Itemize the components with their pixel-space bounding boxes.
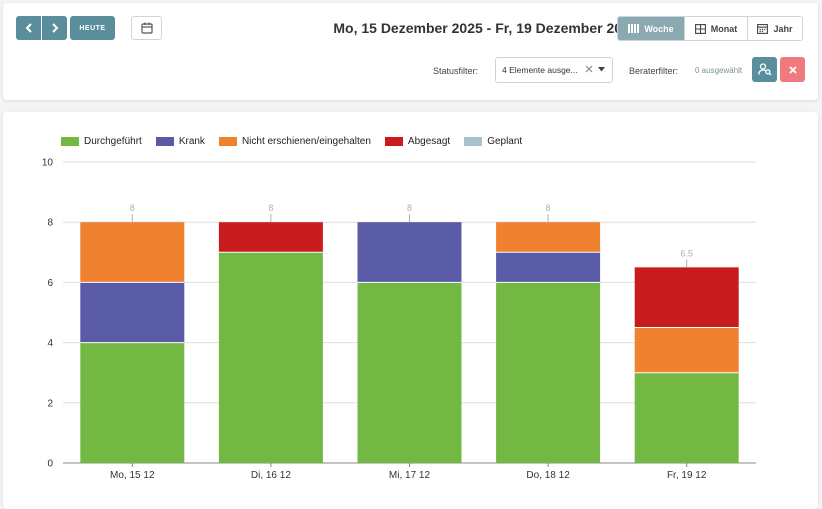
bar-segment[interactable] bbox=[496, 222, 601, 253]
today-button[interactable]: HEUTE bbox=[70, 16, 115, 40]
bar-segment[interactable] bbox=[634, 372, 739, 463]
bar-segment[interactable] bbox=[496, 252, 601, 283]
status-filter-select[interactable]: 4 Elemente ausge... bbox=[495, 57, 613, 83]
user-search-icon bbox=[757, 63, 771, 76]
date-range-text: Mo, 15 Dezember 2025 - Fr, 19 Dezember 2… bbox=[333, 20, 638, 36]
legend-item[interactable]: Durchgeführt bbox=[61, 136, 142, 147]
month-grid-icon bbox=[694, 23, 706, 34]
bar-segment[interactable] bbox=[357, 282, 462, 463]
legend-swatch bbox=[218, 136, 237, 146]
view-switcher: Woche Monat Jahr bbox=[617, 16, 803, 41]
legend-swatch bbox=[61, 136, 79, 146]
legend-label: Nicht erschienen/eingehalten bbox=[241, 135, 371, 147]
bar-segment[interactable] bbox=[218, 222, 323, 253]
advisor-filter-label: Beraterfilter: bbox=[629, 66, 679, 76]
bar-segment[interactable] bbox=[357, 222, 462, 283]
x-tick-label: Fr, 19 12 bbox=[667, 470, 707, 481]
y-tick-label: 8 bbox=[47, 218, 53, 229]
view-week-button[interactable]: Woche bbox=[618, 17, 684, 40]
bar-total-label: 8 bbox=[407, 203, 412, 213]
bar-total-label: 6.5 bbox=[680, 248, 693, 258]
chevron-left-icon bbox=[25, 23, 32, 33]
legend-label: Durchgeführt bbox=[84, 135, 142, 147]
x-tick-label: Mo, 15 12 bbox=[110, 470, 155, 481]
view-year-button[interactable]: Jahr bbox=[747, 17, 802, 40]
date-range-title: Mo, 15 Dezember 2025 - Fr, 19 Dezember 2… bbox=[3, 20, 818, 36]
bar-segment[interactable] bbox=[634, 327, 739, 373]
chevron-right-icon bbox=[51, 23, 58, 33]
next-period-button[interactable] bbox=[42, 16, 67, 40]
close-icon bbox=[788, 65, 797, 74]
year-calendar-icon bbox=[757, 24, 769, 34]
x-tick-label: Mi, 17 12 bbox=[389, 470, 431, 481]
advisor-search-button[interactable] bbox=[752, 57, 777, 82]
bar-segment[interactable] bbox=[218, 252, 323, 463]
clear-selection-icon[interactable] bbox=[584, 64, 594, 74]
view-year-label: Jahr bbox=[773, 23, 793, 34]
prev-period-button[interactable] bbox=[16, 16, 41, 40]
week-columns-icon bbox=[628, 24, 640, 33]
bar-total-label: 8 bbox=[130, 203, 135, 213]
chart-legend: Durchgeführt Krank Nicht erschienen/eingeh… bbox=[61, 134, 536, 148]
y-tick-label: 10 bbox=[42, 158, 54, 169]
toolbar-card: HEUTE Mo, 15 Dezember 2025 - Fr, 19 Deze… bbox=[3, 3, 818, 100]
legend-label: Geplant bbox=[487, 135, 523, 147]
chevron-down-icon bbox=[598, 67, 605, 72]
status-filter-value: 4 Elemente ausge... bbox=[502, 65, 578, 75]
view-month-button[interactable]: Monat bbox=[684, 17, 747, 40]
legend-swatch bbox=[384, 136, 403, 146]
x-tick-label: Do, 18 12 bbox=[526, 470, 570, 481]
x-tick-label: Di, 16 12 bbox=[251, 470, 291, 481]
legend-item[interactable]: Abgesagt bbox=[384, 135, 451, 147]
y-tick-label: 2 bbox=[47, 398, 53, 409]
legend-item[interactable]: Krank bbox=[155, 135, 205, 147]
view-month-label: Monat bbox=[710, 23, 738, 34]
advisor-filter-value[interactable]: 0 ausgewählt bbox=[695, 66, 743, 75]
calendar-icon bbox=[140, 22, 153, 34]
legend-item[interactable]: Nicht erschienen/eingehalten bbox=[218, 135, 371, 147]
y-tick-label: 0 bbox=[47, 459, 53, 470]
calendar-picker-button[interactable] bbox=[131, 16, 162, 40]
legend-label: Abgesagt bbox=[407, 135, 451, 147]
bar-segment[interactable] bbox=[496, 282, 601, 463]
status-filter-label: Statusfilter: bbox=[433, 66, 479, 76]
legend-swatch bbox=[464, 136, 483, 146]
bar-segment[interactable] bbox=[634, 267, 739, 328]
bar-segment[interactable] bbox=[80, 282, 185, 343]
y-tick-label: 4 bbox=[47, 338, 53, 349]
advisor-clear-button[interactable] bbox=[780, 57, 805, 82]
legend-label: Krank bbox=[178, 135, 205, 147]
legend-item[interactable]: Geplant bbox=[464, 136, 522, 147]
bar-segment[interactable] bbox=[80, 222, 185, 283]
legend-swatch bbox=[155, 136, 174, 146]
bar-segment[interactable] bbox=[80, 342, 185, 463]
view-week-label: Woche bbox=[644, 23, 674, 34]
y-tick-label: 6 bbox=[47, 278, 53, 289]
bar-total-label: 8 bbox=[268, 203, 273, 213]
bar-total-label: 8 bbox=[546, 203, 551, 213]
